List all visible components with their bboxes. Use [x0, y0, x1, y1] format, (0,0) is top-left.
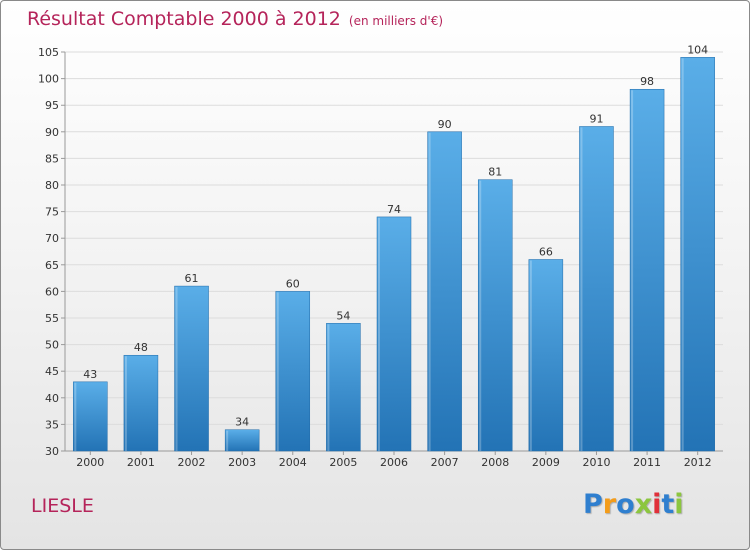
y-tick-label: 30 — [45, 445, 59, 458]
bar — [579, 126, 614, 452]
bar-value-label: 81 — [488, 166, 502, 179]
bar-highlight — [124, 356, 127, 451]
logo-letter: P — [583, 489, 603, 520]
x-tick-label: 2012 — [684, 456, 712, 469]
bar — [528, 259, 564, 452]
bar-highlight — [74, 382, 77, 451]
y-tick-label: 65 — [45, 259, 59, 272]
bar — [275, 291, 311, 452]
y-tick-label: 95 — [45, 99, 59, 112]
y-tick-label: 35 — [45, 418, 59, 431]
x-tick-label: 2009 — [532, 456, 560, 469]
bar — [224, 429, 260, 452]
bar-highlight — [631, 90, 634, 452]
x-tick-label: 2004 — [279, 456, 307, 469]
y-tick-label: 75 — [45, 206, 59, 219]
x-tick-label: 2006 — [380, 456, 408, 469]
bar — [376, 216, 412, 452]
bar-highlight — [378, 217, 380, 451]
bar — [477, 179, 513, 452]
bar-value-label: 104 — [687, 43, 708, 56]
bar-value-label: 74 — [387, 203, 401, 216]
y-tick-label: 70 — [45, 232, 59, 245]
y-tick-label: 80 — [45, 179, 59, 192]
x-tick-label: 2008 — [481, 456, 509, 469]
x-tick-label: 2002 — [178, 456, 206, 469]
bar — [427, 131, 462, 452]
chart-subtitle: (en milliers d'€) — [348, 14, 444, 28]
bar-highlight — [276, 292, 279, 451]
logo-letter: o — [616, 489, 635, 520]
y-tick-label: 45 — [45, 365, 59, 378]
x-tick-label: 2011 — [633, 456, 661, 469]
bar — [326, 323, 361, 452]
x-tick-label: 2003 — [228, 456, 256, 469]
chart-title-text: Résultat Comptable 2000 à 2012 — [27, 8, 341, 30]
y-tick-label: 85 — [45, 152, 59, 165]
x-tick-label: 2001 — [127, 456, 155, 469]
y-tick-label: 50 — [45, 339, 59, 352]
logo-letter: x — [634, 489, 653, 520]
x-tick-label: 2007 — [431, 456, 459, 469]
bar-highlight — [479, 180, 482, 451]
bar-value-label: 43 — [83, 368, 97, 381]
logo-letter: i — [674, 489, 684, 520]
bar-value-label: 90 — [438, 118, 452, 131]
y-tick-label: 55 — [45, 312, 59, 325]
commune-name: LIESLE — [31, 495, 94, 517]
y-tick-label: 100 — [38, 73, 59, 86]
bar-value-label: 60 — [286, 277, 300, 290]
y-tick-label: 60 — [45, 285, 59, 298]
bar-value-label: 66 — [539, 245, 553, 258]
bar-highlight — [428, 132, 431, 452]
y-tick-label: 90 — [45, 126, 59, 139]
y-tick-label: 40 — [45, 392, 59, 405]
logo-letter: i — [652, 489, 662, 520]
bar-value-label: 34 — [235, 416, 249, 429]
bar-highlight — [529, 260, 532, 451]
bar — [73, 381, 108, 452]
x-tick-label: 2000 — [76, 456, 104, 469]
bar-highlight — [327, 324, 330, 451]
bar-highlight — [175, 287, 178, 451]
logo-letter: t — [661, 489, 675, 520]
bar — [629, 88, 665, 452]
proxiti-logo: Proxiti — [583, 489, 684, 520]
bar — [680, 57, 715, 452]
bar — [174, 285, 209, 452]
bar-value-label: 91 — [589, 112, 603, 125]
bar-highlight — [681, 58, 684, 451]
x-tick-label: 2005 — [329, 456, 357, 469]
logo-letter: r — [602, 489, 617, 520]
bar-value-label: 54 — [336, 309, 350, 322]
bar-value-label: 61 — [185, 272, 199, 285]
bar-highlight — [226, 430, 229, 451]
bar — [123, 354, 159, 452]
y-tick-label: 105 — [38, 46, 59, 59]
chart-title: Résultat Comptable 2000 à 2012 (en millie… — [27, 8, 443, 30]
bar-highlight — [580, 127, 583, 451]
bar-value-label: 98 — [640, 75, 654, 88]
bar-value-label: 48 — [134, 341, 148, 354]
x-tick-label: 2010 — [582, 456, 610, 469]
